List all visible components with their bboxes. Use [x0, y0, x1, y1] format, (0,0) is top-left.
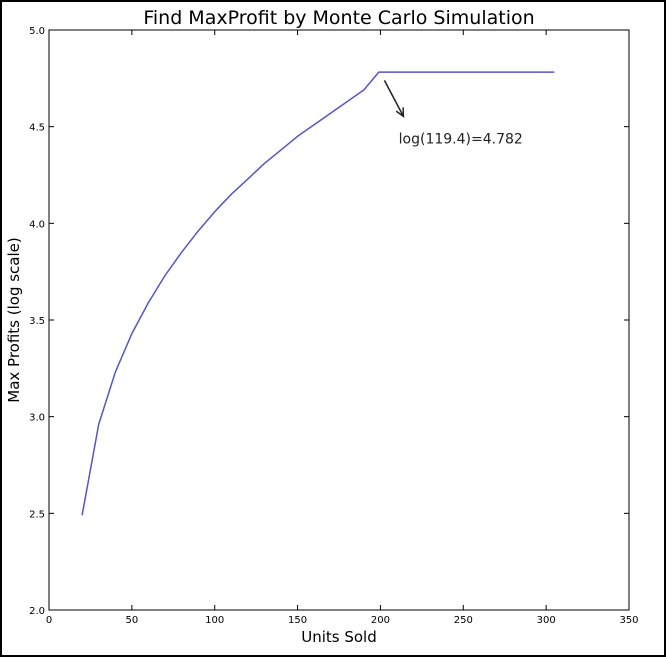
series-group	[81, 71, 555, 516]
chart-title: Find MaxProfit by Monte Carlo Simulation	[143, 7, 534, 29]
series-line	[81, 71, 555, 516]
x-tick-label: 50	[125, 615, 138, 626]
x-tick-label: 250	[454, 615, 473, 626]
x-tick-label: 200	[371, 615, 390, 626]
plot-area	[48, 29, 630, 611]
x-tick-label: 300	[537, 615, 556, 626]
y-tick-label: 4.0	[29, 219, 45, 230]
x-tick-label: 100	[205, 615, 224, 626]
x-axis-label: Units Sold	[301, 628, 377, 646]
y-tick-label: 2.5	[29, 509, 45, 520]
x-tick-label: 350	[619, 615, 638, 626]
y-axis-label: Max Profits (log scale)	[5, 237, 23, 402]
annotation-arrow-shaft	[383, 80, 405, 117]
ticks-group: 0 50 100 150 200 250 300 350 2.0 2.5 3.0 3.5 4.0 4.5 5…	[29, 26, 638, 626]
annotation-text: log(119.4)=4.782	[399, 131, 523, 147]
y-tick-label: 3.5	[29, 316, 45, 327]
y-tick-label: 4.5	[29, 123, 45, 134]
y-tick-label: 2.0	[29, 606, 45, 617]
y-tick-label: 5.0	[29, 26, 45, 37]
annotation-group: log(119.4)=4.782	[383, 80, 523, 147]
annotation-arrow-head	[395, 107, 405, 118]
y-tick-label: 3.0	[29, 413, 45, 424]
x-tick-label: 150	[288, 615, 307, 626]
x-tick-label: 0	[46, 615, 52, 626]
